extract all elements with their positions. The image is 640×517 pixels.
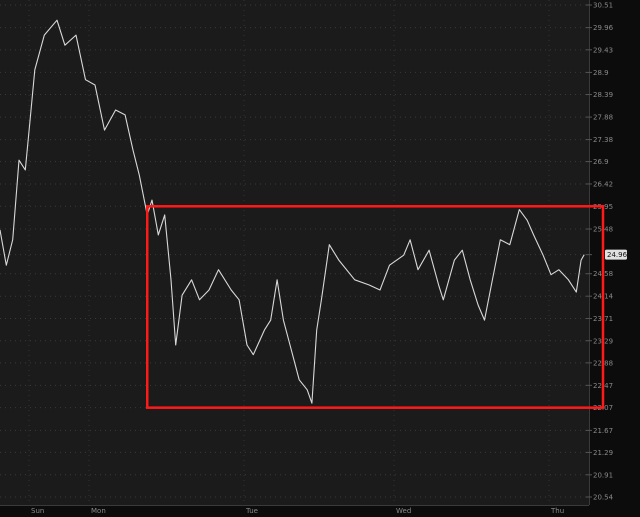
x-axis-ticks: Sun Mon Tue Wed Thu: [31, 507, 564, 515]
y-tick-label: 30.51: [593, 2, 613, 10]
y-tick-label: 29.96: [593, 24, 614, 32]
y-tick-label: 26.9: [593, 158, 609, 166]
highlight-rectangle: [145, 205, 605, 409]
y-tick-label: 20.91: [593, 471, 613, 479]
x-tick-label: Mon: [91, 507, 106, 515]
y-tick-label: 21.29: [593, 449, 613, 457]
price-line: [0, 19, 585, 404]
x-tick-label: Tue: [245, 507, 258, 515]
y-tick-label: 27.88: [593, 114, 613, 122]
y-tick-label: 26.42: [593, 180, 613, 188]
plot-area: [0, 0, 589, 505]
last-price-badge: 24.96: [605, 249, 628, 260]
y-tick-label: 27.38: [593, 136, 613, 144]
x-tick-label: Wed: [396, 507, 411, 515]
y-tick-label: 21.67: [593, 427, 613, 435]
y-tick-label: 29.43: [593, 46, 613, 54]
last-price-label: 24.96: [607, 251, 628, 259]
y-tick-label: 20.54: [593, 494, 614, 502]
y-tick-label: 28.9: [593, 69, 609, 77]
x-tick-label: Thu: [550, 507, 564, 515]
x-tick-label: Sun: [31, 507, 44, 515]
y-tick-label: 28.39: [593, 91, 613, 99]
